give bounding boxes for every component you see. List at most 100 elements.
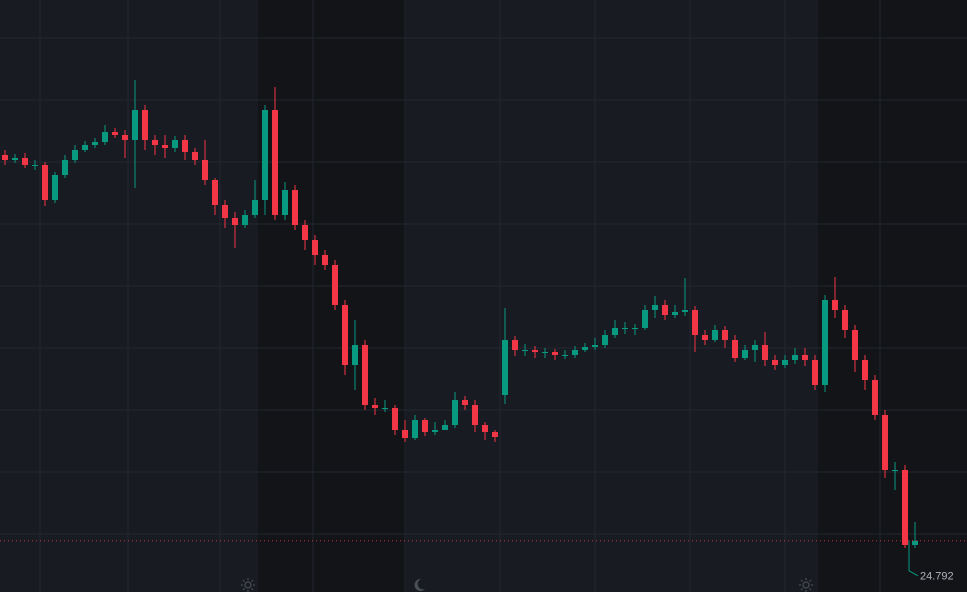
candle-body: [492, 432, 498, 437]
candle-body: [782, 360, 788, 365]
candle-body: [472, 405, 478, 425]
candle-body: [12, 158, 18, 160]
sun-icon: [241, 578, 255, 592]
candle-body: [32, 165, 38, 166]
candle-body: [652, 305, 658, 310]
candle-body: [812, 360, 818, 385]
candle-body: [422, 420, 428, 432]
candle-body: [102, 132, 108, 142]
candle-body: [442, 425, 448, 430]
candle-body: [702, 335, 708, 340]
candle-body: [522, 350, 528, 351]
candle-body: [262, 110, 268, 200]
label-leader: [908, 540, 919, 577]
candle-body: [902, 470, 908, 545]
candle-body: [182, 140, 188, 152]
candle-body: [242, 215, 248, 225]
candle-body: [172, 140, 178, 148]
candle-body: [202, 160, 208, 180]
last-price-label: 24.792: [920, 571, 954, 583]
candle-body: [692, 310, 698, 335]
candle-body: [882, 415, 888, 470]
candle-body: [62, 160, 68, 175]
candle-body: [562, 355, 568, 356]
candle-body: [712, 330, 718, 340]
candle-body: [282, 190, 288, 215]
candle-body: [832, 300, 838, 310]
candle-body: [402, 430, 408, 438]
candle-body: [742, 350, 748, 358]
candle-body: [2, 155, 8, 160]
candle-body: [822, 300, 828, 385]
candle-body: [872, 380, 878, 415]
candle-body: [762, 345, 768, 360]
candle-body: [512, 340, 518, 350]
candle-body: [722, 330, 728, 340]
candle-body: [272, 110, 278, 215]
candle-body: [672, 312, 678, 315]
candle-body: [332, 265, 338, 305]
sun-icon: [799, 578, 813, 592]
candle-body: [622, 328, 628, 329]
candle-body: [232, 218, 238, 225]
candle-body: [452, 400, 458, 425]
candle-body: [682, 310, 688, 312]
candle-body: [162, 145, 168, 148]
candle-body: [502, 340, 508, 395]
candle-body: [602, 335, 608, 345]
candle-body: [212, 180, 218, 205]
candle-body: [852, 330, 858, 360]
candle-body: [432, 430, 438, 432]
candle-body: [132, 110, 138, 140]
candle-body: [392, 408, 398, 430]
candle-body: [862, 360, 868, 380]
candle-body: [662, 305, 668, 315]
candle-body: [82, 145, 88, 150]
candle-body: [222, 205, 228, 218]
session-shade: [818, 0, 967, 592]
candle-body: [552, 352, 558, 355]
candle-body: [122, 135, 128, 140]
candle-body: [642, 310, 648, 328]
candle-body: [252, 200, 258, 215]
candle-body: [362, 345, 368, 405]
candle-body: [322, 255, 328, 265]
candle-body: [482, 425, 488, 432]
candle-body: [112, 132, 118, 135]
candle-body: [52, 175, 58, 200]
candle-body: [532, 350, 538, 352]
candle-body: [582, 347, 588, 350]
candle-body: [92, 142, 98, 145]
candle-body: [302, 225, 308, 240]
candle-body: [72, 150, 78, 160]
candle-body: [312, 240, 318, 255]
candle-body: [572, 350, 578, 355]
candle-body: [912, 540, 918, 545]
candle-body: [192, 152, 198, 160]
candle-body: [352, 345, 358, 365]
candle-body: [612, 328, 618, 335]
candle-body: [802, 355, 808, 360]
candle-body: [22, 158, 28, 165]
candle-body: [342, 305, 348, 365]
candle-body: [772, 360, 778, 365]
candle-body: [412, 420, 418, 438]
candle-body: [292, 190, 298, 225]
candle-body: [732, 340, 738, 358]
candle-body: [842, 310, 848, 330]
candle-body: [42, 165, 48, 200]
candle-body: [382, 408, 388, 409]
moon-icon: [414, 578, 425, 591]
candle-body: [632, 328, 638, 329]
candle-body: [752, 345, 758, 350]
candle-body: [892, 470, 898, 471]
candle-body: [542, 352, 548, 353]
candle-body: [592, 345, 598, 347]
candle-body: [142, 110, 148, 140]
candle-body: [152, 140, 158, 145]
candle-body: [462, 400, 468, 405]
candles: 24.792: [0, 80, 967, 583]
